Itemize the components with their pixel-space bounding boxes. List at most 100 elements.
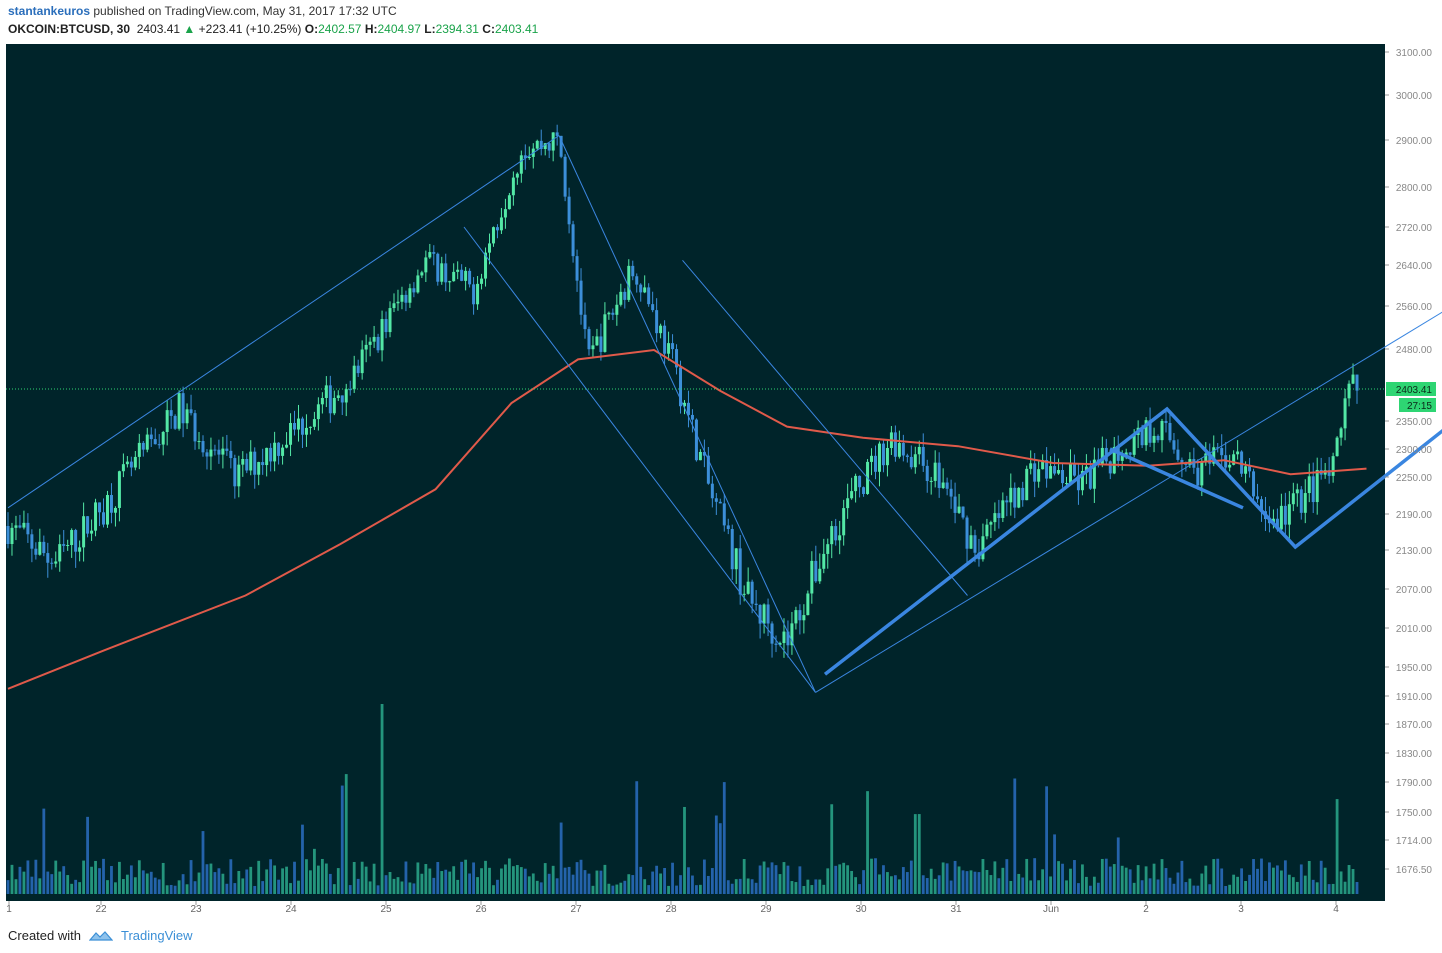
volume-bar	[1156, 879, 1160, 894]
price-tick-label: 2010.00	[1396, 624, 1433, 635]
price-chart[interactable]: 3100.00 3000.00 2900.00 2800.00 2720.00 2640.…	[0, 40, 1442, 920]
candle-body	[647, 287, 651, 305]
volume-bar	[10, 864, 14, 894]
candle-body	[913, 454, 917, 468]
volume-bar	[917, 814, 921, 894]
candle-body	[933, 462, 937, 481]
candle-body	[698, 451, 702, 461]
price-tick-label: 2250.00	[1396, 473, 1433, 484]
volume-bar	[356, 878, 360, 894]
volume-bar	[297, 880, 300, 894]
volume-bar	[472, 862, 475, 894]
time-tick-label: 1	[6, 904, 12, 915]
volume-bar	[1236, 876, 1240, 894]
volume-bar	[695, 885, 698, 894]
candle-body	[746, 581, 750, 594]
volume-bar	[591, 885, 595, 894]
candle-body	[1236, 451, 1240, 455]
candle-body	[937, 462, 941, 488]
time-tick-label: 30	[855, 904, 867, 915]
volume-bar	[372, 863, 376, 894]
author-link[interactable]: stantankeuros	[8, 4, 91, 18]
candle-body	[985, 524, 989, 537]
trend-lines[interactable]	[7, 58, 1442, 693]
candle-body	[460, 269, 464, 281]
candle-body	[1311, 476, 1315, 503]
volume-bar	[500, 868, 503, 894]
volume-bar	[615, 884, 619, 894]
volume-bar	[929, 868, 933, 894]
volume-bar	[842, 862, 846, 894]
candle-body	[655, 310, 659, 334]
volume-bar	[627, 874, 631, 894]
volume-bar	[336, 868, 340, 894]
price-tick-label: 3100.00	[1396, 48, 1433, 59]
volume-bar	[826, 868, 830, 894]
volume-bar	[348, 885, 352, 894]
price-axis[interactable]: 3100.00 3000.00 2900.00 2800.00 2720.00 2640.…	[1385, 48, 1436, 876]
time-tick-label: 29	[760, 904, 772, 915]
price-tick-label: 1790.00	[1396, 778, 1433, 789]
candle-body	[722, 503, 726, 526]
candle-body	[826, 544, 830, 554]
candle-body	[424, 257, 428, 273]
volume-bar	[607, 883, 611, 894]
candle-body	[1128, 452, 1132, 455]
candle-body	[388, 308, 392, 333]
time-axis[interactable]: 1 22 23 24 25 26 27 28 29 30 31 Jun 2 3 4	[6, 901, 1339, 915]
volume-bar	[1100, 858, 1104, 894]
volume-bar	[535, 880, 539, 894]
candle-body	[838, 535, 842, 541]
volume-bar	[484, 860, 487, 894]
volume-bar	[643, 879, 647, 894]
volume-bar	[1081, 864, 1084, 894]
candle-body	[949, 488, 953, 497]
volume-bar	[74, 879, 78, 894]
volume-bar	[301, 824, 304, 894]
candle-body	[269, 447, 273, 462]
volume-bar	[655, 865, 659, 894]
candle-body	[257, 462, 261, 475]
volume-bar	[1248, 874, 1251, 894]
volume-bar	[1244, 880, 1247, 894]
volume-bar	[313, 848, 316, 894]
candle-body	[686, 402, 690, 415]
candle-body	[563, 156, 567, 197]
volume-bar	[870, 858, 873, 894]
volume-bar	[1343, 881, 1347, 894]
moving-average	[7, 348, 1367, 690]
volume-bar	[1108, 866, 1112, 894]
candle-body	[261, 462, 265, 466]
volume-bar	[241, 878, 245, 894]
volume-bar	[1216, 858, 1220, 894]
candle-body	[440, 263, 444, 282]
volume-bar	[1299, 864, 1303, 894]
volume-bar	[496, 879, 499, 894]
volume-bar	[161, 862, 165, 894]
volume-bar	[750, 879, 754, 894]
volume-bar	[1033, 858, 1037, 894]
volume-bar	[675, 885, 678, 894]
tradingview-link[interactable]: TradingView	[120, 928, 193, 943]
tradingview-logo-icon	[88, 930, 113, 941]
price-tick-label: 2800.00	[1396, 183, 1433, 194]
volume-bar	[309, 870, 312, 894]
volume-bar	[699, 884, 702, 894]
candle-body	[714, 498, 718, 502]
high-value: 2404.97	[377, 22, 421, 36]
time-tick-label: 28	[665, 904, 677, 915]
volume-bar	[1025, 858, 1029, 894]
volume-bar	[6, 880, 10, 894]
candle-body	[281, 447, 285, 456]
candle-body	[659, 325, 663, 334]
candle-body	[615, 304, 619, 315]
volume-bar	[344, 774, 348, 894]
volume-bar	[830, 804, 834, 894]
candle-body	[1029, 463, 1033, 469]
candle-body	[543, 143, 547, 150]
candle-body	[1084, 466, 1088, 471]
candle-body	[870, 455, 874, 462]
volume-bar	[531, 873, 535, 894]
candle-body	[448, 281, 452, 283]
volume-bar	[671, 862, 674, 894]
